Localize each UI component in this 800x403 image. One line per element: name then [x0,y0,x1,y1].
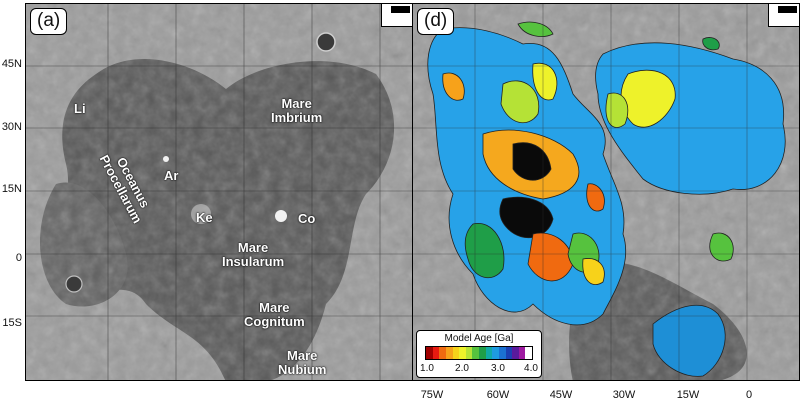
colorbar-tick-4: 4.0 [524,363,538,374]
colorbar-tick-3: 3.0 [491,363,505,374]
colorbar-legend: Model Age [Ga] 1.0 2.0 3.0 4.0 [416,330,542,378]
lat-label-0: 0 [15,252,22,264]
panel-d-map: (d) [412,3,800,381]
label-mare-insularum: Mare Insularum [222,240,285,269]
label-ke: Ke [196,210,213,225]
colorbar-swatch-11 [498,347,506,359]
lon-label-75w: 75W [420,389,444,401]
colorbar-strip [425,346,533,360]
colorbar-swatch-13 [512,347,519,359]
colorbar-swatch-14 [518,347,526,359]
panel-a-lunar-image [26,4,412,380]
lat-label-30n: 30N [1,121,22,133]
colorbar-swatch-0 [426,347,433,359]
panel-a-map: (a) Li Oceanus Procellarum Ar Ke Co Mare… [25,3,413,381]
colorbar-swatch-5 [459,347,466,359]
label-ar: Ar [164,168,179,183]
colorbar-swatch-7 [472,347,479,359]
colorbar-swatch-4 [452,347,460,359]
colorbar-title: Model Age [Ga] [444,333,514,344]
lon-label-45w: 45W [549,389,573,401]
lon-label-30w: 30W [612,389,636,401]
lat-label-15s: 15S [2,317,22,329]
label-mare-cognitum: Mare Cognitum [244,300,305,329]
panel-d-tag: (d) [417,8,455,35]
colorbar-swatch-9 [485,347,493,359]
north-indicator [768,4,799,27]
colorbar-swatch-15 [525,347,532,359]
lon-label-15w: 15W [676,389,700,401]
lat-label-15n: 15N [1,183,22,195]
lat-label-45n: 45N [1,58,22,70]
panel-d-model-age-map [413,4,799,380]
colorbar-swatch-2 [439,347,446,359]
colorbar-tick-2: 2.0 [455,363,469,374]
north-indicator [381,4,412,27]
colorbar-swatch-8 [479,347,486,359]
label-li: Li [74,101,86,116]
label-co: Co [298,211,316,226]
label-mare-imbrium: Mare Imbrium [271,96,323,125]
colorbar-swatch-12 [505,347,513,359]
lon-label-0: 0 [745,389,753,401]
colorbar-swatch-1 [432,347,440,359]
colorbar-swatch-10 [492,347,499,359]
colorbar-swatch-6 [465,347,473,359]
label-mare-nubium: Mare Nubium [278,348,327,377]
lon-label-60w: 60W [486,389,510,401]
colorbar-swatch-3 [445,347,453,359]
colorbar-tick-1: 1.0 [420,363,434,374]
panel-a-tag: (a) [30,8,68,35]
